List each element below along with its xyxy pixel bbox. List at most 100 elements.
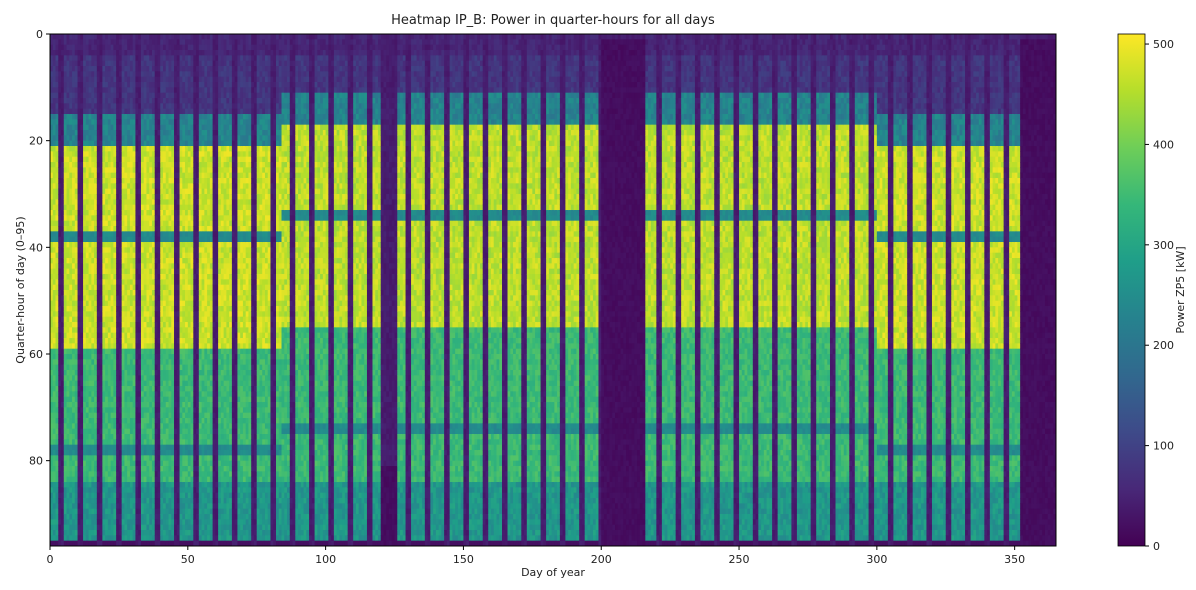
heatmap-cell bbox=[50, 194, 54, 200]
heatmap-cell bbox=[72, 540, 76, 547]
heatmap-cell bbox=[50, 231, 54, 238]
heatmap-cell bbox=[94, 242, 98, 248]
heatmap-cell bbox=[102, 76, 106, 83]
heatmap-cell bbox=[83, 130, 87, 136]
heatmap-cell bbox=[50, 524, 54, 531]
heatmap-cell bbox=[88, 455, 92, 462]
heatmap-cell bbox=[80, 498, 84, 504]
heatmap-cell bbox=[69, 434, 73, 440]
heatmap-cell bbox=[66, 508, 70, 515]
heatmap-cell bbox=[58, 434, 62, 440]
heatmap-cell bbox=[88, 290, 92, 296]
heatmap-cell bbox=[69, 135, 73, 142]
heatmap-cell bbox=[83, 183, 87, 190]
heatmap-cell bbox=[61, 439, 65, 446]
heatmap-cell bbox=[94, 370, 98, 376]
heatmap-cell bbox=[77, 183, 81, 190]
heatmap-cell bbox=[91, 76, 95, 83]
heatmap-cell bbox=[50, 316, 54, 323]
heatmap-cell bbox=[88, 199, 92, 206]
heatmap-cell bbox=[77, 503, 81, 510]
heatmap-cell bbox=[74, 434, 79, 440]
heatmap-cell bbox=[58, 34, 62, 40]
heatmap-cell bbox=[58, 44, 62, 51]
heatmap-cell bbox=[80, 396, 84, 403]
heatmap-cell bbox=[50, 76, 54, 83]
heatmap-cell bbox=[91, 258, 95, 264]
heatmap-cell bbox=[99, 82, 103, 88]
heatmap-cell bbox=[69, 316, 73, 323]
heatmap-cell bbox=[61, 460, 65, 467]
heatmap-cell bbox=[94, 444, 98, 451]
heatmap-cell bbox=[69, 418, 73, 424]
heatmap-cell bbox=[88, 460, 92, 467]
heatmap-cell bbox=[99, 322, 103, 328]
heatmap-cell bbox=[94, 92, 98, 99]
heatmap-cell bbox=[69, 242, 73, 248]
heatmap-cell bbox=[74, 242, 79, 248]
heatmap-cell bbox=[102, 119, 106, 126]
heatmap-cell bbox=[85, 268, 90, 275]
heatmap-cell bbox=[69, 60, 73, 67]
heatmap-cell bbox=[63, 295, 68, 302]
heatmap-cell bbox=[74, 348, 79, 355]
heatmap-cell bbox=[94, 434, 98, 440]
heatmap-cell bbox=[61, 364, 65, 371]
heatmap-cell bbox=[96, 130, 101, 136]
heatmap-cell bbox=[74, 359, 79, 366]
heatmap-cell bbox=[91, 322, 95, 328]
heatmap-cell bbox=[99, 290, 103, 296]
heatmap-cell bbox=[96, 348, 101, 355]
heatmap-cell bbox=[58, 194, 62, 200]
heatmap-cell bbox=[99, 530, 103, 536]
heatmap-cell bbox=[52, 428, 57, 435]
heatmap-cell bbox=[83, 295, 87, 302]
heatmap-cell bbox=[63, 210, 68, 216]
heatmap-cell bbox=[52, 503, 57, 510]
heatmap-cell bbox=[63, 114, 68, 120]
heatmap-cell bbox=[83, 418, 87, 424]
heatmap-cell bbox=[72, 76, 76, 83]
heatmap-cell bbox=[77, 300, 81, 307]
heatmap-cell bbox=[55, 418, 59, 424]
heatmap-cell bbox=[85, 215, 90, 222]
heatmap-cell bbox=[72, 348, 76, 355]
heatmap-cell bbox=[61, 274, 65, 280]
heatmap-cell bbox=[72, 151, 76, 158]
heatmap-cell bbox=[96, 407, 101, 414]
heatmap-cell bbox=[50, 274, 54, 280]
heatmap-cell bbox=[85, 247, 90, 254]
heatmap-cell bbox=[91, 460, 95, 467]
heatmap-cell bbox=[96, 290, 101, 296]
heatmap-cell bbox=[80, 183, 84, 190]
heatmap-cell bbox=[96, 55, 101, 62]
heatmap-cell bbox=[83, 162, 87, 168]
heatmap-cell bbox=[74, 55, 79, 62]
heatmap-cell bbox=[88, 295, 92, 302]
heatmap-cell bbox=[52, 236, 57, 243]
heatmap-cell bbox=[61, 247, 65, 254]
heatmap-cell bbox=[63, 540, 68, 547]
heatmap-cell bbox=[66, 156, 70, 163]
heatmap-cell bbox=[66, 119, 70, 126]
heatmap-cell bbox=[94, 450, 98, 456]
heatmap-cell bbox=[91, 135, 95, 142]
heatmap-cell bbox=[66, 540, 70, 547]
heatmap-cell bbox=[63, 188, 68, 195]
heatmap-cell bbox=[74, 82, 79, 88]
heatmap-cell bbox=[88, 402, 92, 408]
heatmap-cell bbox=[66, 55, 70, 62]
heatmap-cell bbox=[83, 498, 87, 504]
heatmap-cell bbox=[61, 50, 65, 56]
heatmap-cell bbox=[94, 519, 98, 526]
heatmap-cell bbox=[66, 76, 70, 83]
heatmap-cell bbox=[61, 524, 65, 531]
heatmap-cell bbox=[94, 167, 98, 174]
heatmap-cell bbox=[58, 300, 62, 307]
heatmap-cell bbox=[72, 284, 76, 291]
heatmap-cell bbox=[99, 50, 103, 56]
heatmap-cell bbox=[91, 540, 95, 547]
heatmap-cell bbox=[85, 338, 90, 344]
heatmap-cell bbox=[72, 428, 76, 435]
heatmap-cell bbox=[69, 471, 73, 478]
